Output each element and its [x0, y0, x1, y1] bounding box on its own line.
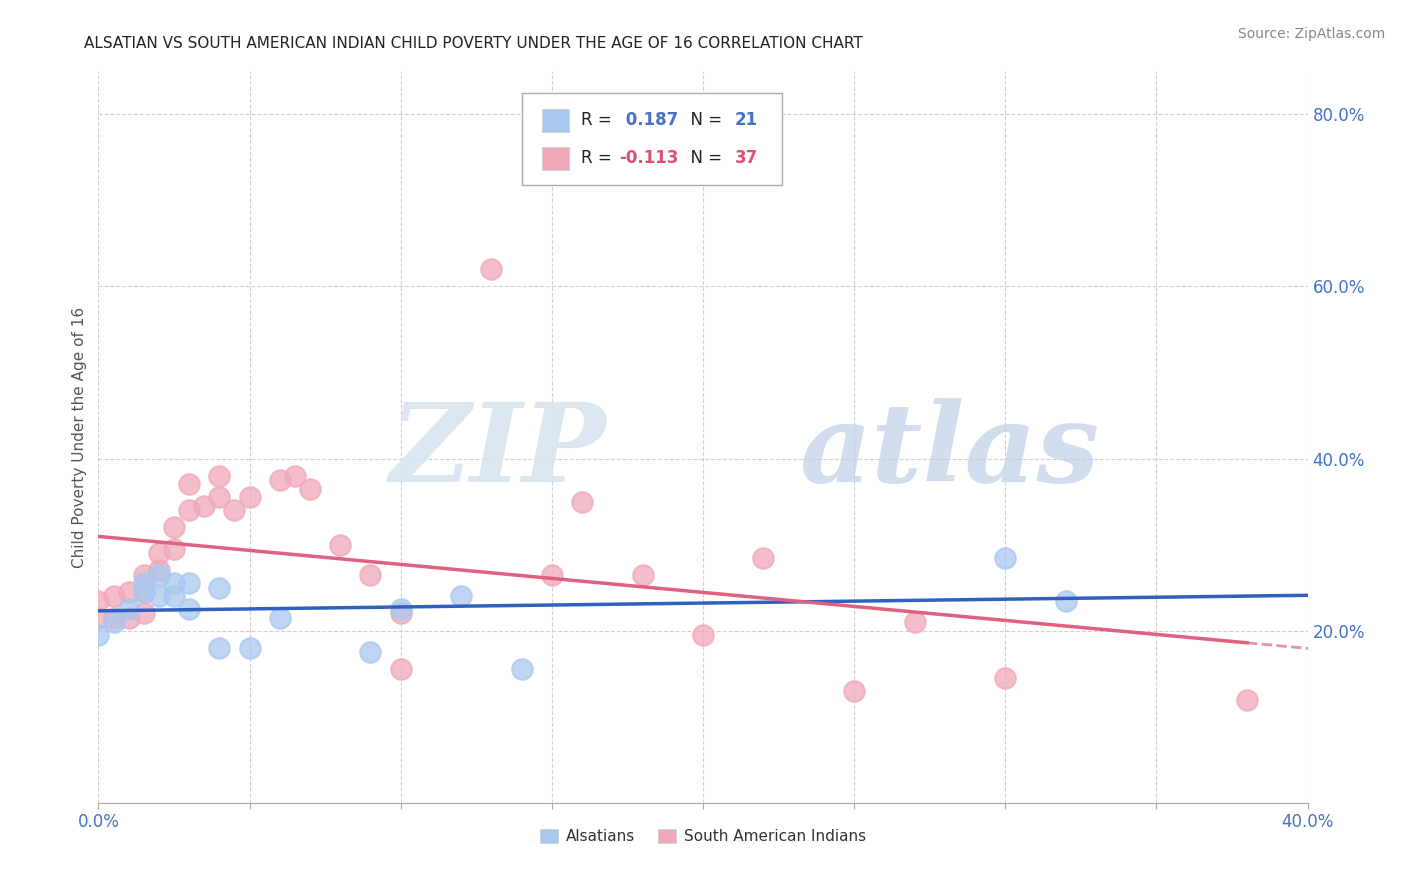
Text: R =: R =	[581, 112, 617, 129]
Point	[360, 645, 382, 659]
Text: R =: R =	[581, 149, 617, 168]
Point	[284, 468, 307, 483]
Point	[994, 550, 1017, 565]
FancyBboxPatch shape	[522, 94, 782, 185]
Point	[179, 503, 201, 517]
Point	[389, 607, 412, 621]
Text: atlas: atlas	[800, 398, 1099, 506]
Point	[510, 662, 533, 676]
Point	[118, 611, 141, 625]
Point	[389, 662, 412, 676]
Point	[179, 477, 201, 491]
Point	[193, 499, 215, 513]
Point	[269, 473, 291, 487]
Point	[148, 567, 170, 582]
Text: -0.113: -0.113	[620, 149, 679, 168]
Point	[571, 494, 593, 508]
Point	[631, 567, 654, 582]
Point	[103, 615, 125, 629]
Point	[163, 520, 186, 534]
Point	[389, 602, 412, 616]
Text: ZIP: ZIP	[389, 398, 606, 506]
Point	[239, 491, 262, 505]
Point	[450, 589, 472, 603]
Point	[132, 607, 155, 621]
Point	[163, 576, 186, 591]
Point	[239, 640, 262, 655]
Point	[118, 585, 141, 599]
Text: 21: 21	[734, 112, 758, 129]
Point	[87, 611, 110, 625]
Point	[752, 550, 775, 565]
Point	[481, 262, 503, 277]
Point	[132, 567, 155, 582]
Point	[87, 593, 110, 607]
Point	[1054, 593, 1077, 607]
Point	[148, 589, 170, 603]
Text: ALSATIAN VS SOUTH AMERICAN INDIAN CHILD POVERTY UNDER THE AGE OF 16 CORRELATION : ALSATIAN VS SOUTH AMERICAN INDIAN CHILD …	[84, 36, 863, 51]
Text: Source: ZipAtlas.com: Source: ZipAtlas.com	[1237, 27, 1385, 41]
Point	[208, 468, 231, 483]
Point	[132, 585, 155, 599]
Point	[904, 615, 927, 629]
Point	[132, 585, 155, 599]
Point	[118, 602, 141, 616]
Point	[179, 576, 201, 591]
Point	[103, 589, 125, 603]
Point	[208, 581, 231, 595]
Point	[163, 589, 186, 603]
Point	[132, 576, 155, 591]
Point	[329, 538, 352, 552]
Text: N =: N =	[681, 149, 727, 168]
Legend: Alsatians, South American Indians: Alsatians, South American Indians	[534, 822, 872, 850]
Point	[208, 640, 231, 655]
Text: 0.187: 0.187	[620, 112, 678, 129]
Point	[148, 546, 170, 560]
Point	[224, 503, 246, 517]
Point	[179, 602, 201, 616]
Point	[360, 567, 382, 582]
Y-axis label: Child Poverty Under the Age of 16: Child Poverty Under the Age of 16	[72, 307, 87, 567]
Point	[163, 541, 186, 556]
Point	[844, 684, 866, 698]
Point	[269, 611, 291, 625]
Point	[1236, 692, 1258, 706]
Text: 37: 37	[734, 149, 758, 168]
Point	[148, 564, 170, 578]
Text: N =: N =	[681, 112, 727, 129]
Point	[540, 567, 562, 582]
Point	[87, 628, 110, 642]
Bar	[543, 146, 569, 170]
Point	[208, 491, 231, 505]
Point	[692, 628, 714, 642]
Point	[103, 611, 125, 625]
Point	[994, 671, 1017, 685]
Point	[299, 482, 322, 496]
Bar	[543, 109, 569, 132]
